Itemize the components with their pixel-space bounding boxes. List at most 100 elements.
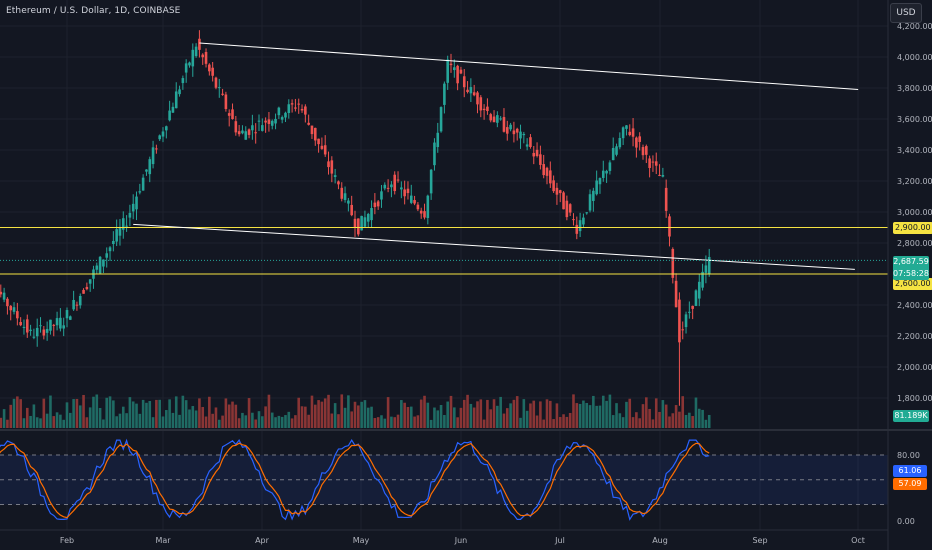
candle-body [446,59,449,83]
candle-body [201,54,205,58]
candle-body [25,319,29,333]
volume-bar [277,415,281,428]
candle-body [535,149,539,157]
volume-bar [108,396,112,428]
volume-bar [191,406,195,428]
candle-body [549,170,552,184]
candle-body [383,184,387,189]
volume-bar [300,406,304,428]
candle-body [274,118,277,124]
volume-bar [390,416,393,428]
volume-bar [82,394,85,428]
volume-bar [12,398,16,428]
volume-bar [333,403,337,428]
candle-body [688,311,691,313]
upper-level-tag: 2,900.00 [893,222,932,234]
candle-body [635,137,638,148]
volume-bar [257,411,261,428]
candle-body [482,108,486,111]
trend-line [199,42,859,91]
candle-body [370,208,373,221]
volume-bar [598,405,602,428]
volume-bar [267,394,271,428]
candle-body [605,170,608,174]
candle-body [141,177,145,191]
volume-bar [231,401,234,428]
volume-bar [251,412,254,428]
candle-body [575,224,579,234]
volume-bar [337,414,340,428]
volume-bar [270,412,274,428]
volume-bar [55,412,59,428]
volume-bar [525,410,529,428]
volume-bar [224,398,228,428]
candle-body [529,137,532,147]
volume-bar [39,418,42,428]
candle-body [645,146,648,155]
candle-body [108,247,112,252]
volume-bar [697,408,701,428]
candle-body [277,107,281,116]
candle-body [562,192,565,210]
volume-bar [174,396,178,428]
volume-bar [198,398,201,428]
candle-body [366,213,370,222]
volume-bar [625,401,628,428]
volume-bar [307,414,310,428]
volume-bar [651,419,655,428]
volume-bar [247,398,251,428]
volume-bar [244,415,248,428]
candle-body [413,200,416,204]
drawings[interactable] [0,42,888,275]
volume-bar [72,399,75,428]
volume-bar [128,397,132,428]
candle-body [208,64,211,72]
candle-body [595,180,598,195]
volume-bar [188,409,191,428]
candle-body [641,147,645,156]
currency-button[interactable]: USD [890,3,922,23]
candle-body [231,109,234,120]
candle-body [373,202,377,207]
volume-bar [688,412,691,428]
volume-bar [88,407,92,428]
volume-bar [141,399,145,428]
volume-bar [363,400,367,428]
volume-bar [608,394,612,428]
volume-bar [165,410,168,428]
candle-body [174,91,178,109]
volume-bar [98,407,102,428]
price-tick-label: 3,200.00 [897,177,932,186]
volume-bar [522,399,526,428]
candle-body [224,94,228,110]
candle-body [112,240,115,245]
candle-body [542,164,545,176]
volume-bar [227,404,231,428]
volume-bar [327,394,330,428]
candle-body [211,67,214,76]
volume-tag: 81.189K [893,410,929,422]
volume-bar [453,407,456,428]
volume-bar [181,395,185,428]
volume-bar [274,417,277,428]
stoch-tick-label: 0.00 [897,517,915,526]
candle-body [681,329,685,331]
candle-body [178,89,181,95]
volume-bar [6,419,9,428]
volume-bar [472,407,476,428]
candle-body [320,145,324,149]
candle-body [237,131,241,135]
volume-bar [25,407,29,428]
candle-body [294,107,297,109]
candle-body [512,130,516,135]
candle-body [317,138,320,145]
candle-body [608,162,612,171]
candle-body [194,46,198,57]
volume-bar [681,396,685,428]
volume-bar [45,413,49,428]
volume-bar [628,398,632,428]
volume-bar [621,417,625,428]
candle-body [459,69,463,74]
volume-bar [204,416,208,428]
